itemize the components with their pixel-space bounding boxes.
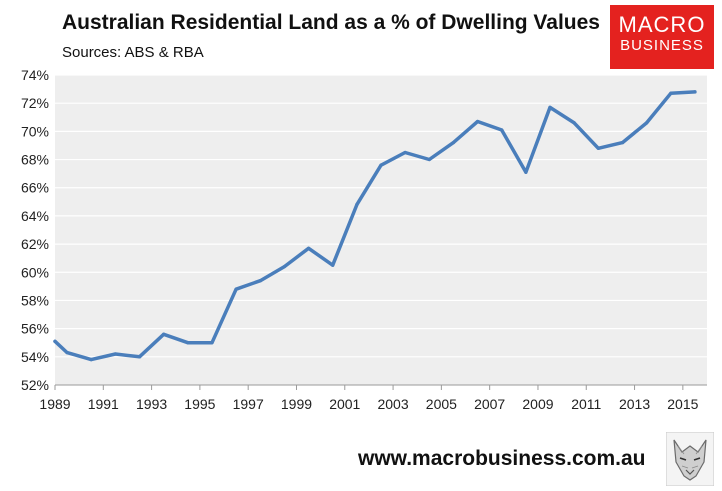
x-tick-label: 2009 <box>522 396 553 412</box>
data-point <box>137 355 142 359</box>
data-point <box>500 128 504 132</box>
data-point <box>572 121 576 125</box>
x-tick-label: 2015 <box>667 396 698 412</box>
logo-line-1: MACRO <box>618 12 706 37</box>
data-point <box>210 341 214 345</box>
data-point <box>282 265 287 269</box>
y-tick-label: 60% <box>21 264 49 280</box>
data-point <box>113 352 117 356</box>
x-tick-label: 2011 <box>571 396 601 412</box>
y-tick-label: 54% <box>21 349 49 365</box>
x-tick-label: 1989 <box>39 396 70 412</box>
data-point <box>475 119 480 124</box>
x-tick-label: 2005 <box>426 396 457 412</box>
data-point <box>596 146 600 150</box>
y-tick-label: 58% <box>21 292 49 308</box>
data-point <box>645 121 649 125</box>
data-point <box>427 157 431 162</box>
x-tick-label: 1991 <box>88 396 119 412</box>
data-point <box>162 332 166 336</box>
data-point <box>65 350 69 355</box>
data-point <box>89 358 93 362</box>
x-tick-label: 2007 <box>474 396 505 412</box>
data-point <box>524 170 528 174</box>
data-point <box>403 150 407 155</box>
data-point <box>53 339 57 343</box>
y-tick-label: 64% <box>21 208 49 224</box>
data-point <box>379 163 383 167</box>
data-point <box>234 287 238 291</box>
x-tick-label: 1995 <box>184 396 215 412</box>
plot-area <box>55 75 707 385</box>
y-tick-label: 68% <box>21 152 49 168</box>
macrobusiness-logo: MACRO BUSINESS <box>610 5 714 69</box>
x-tick-label: 2003 <box>377 396 408 412</box>
data-point <box>451 141 456 145</box>
data-point <box>693 90 697 94</box>
series-line <box>53 90 697 362</box>
data-point <box>548 105 552 110</box>
y-tick-label: 66% <box>21 180 49 196</box>
data-point <box>669 91 673 95</box>
wolf-logo-icon <box>666 432 714 486</box>
y-tick-label: 72% <box>21 95 49 111</box>
data-point <box>331 263 335 267</box>
data-point <box>258 279 262 283</box>
data-point <box>355 203 359 207</box>
logo-line-2: BUSINESS <box>620 37 704 54</box>
x-tick-label: 1997 <box>233 396 264 412</box>
data-point <box>186 341 190 345</box>
x-tick-label: 2013 <box>619 396 650 412</box>
data-point <box>620 141 625 145</box>
x-tick-label: 2001 <box>329 396 360 412</box>
footer-url: www.macrobusiness.com.au <box>358 447 646 470</box>
chart-title: Australian Residential Land as a % of Dw… <box>62 11 600 34</box>
y-tick-label: 70% <box>21 123 49 139</box>
data-point <box>306 246 311 250</box>
y-tick-label: 56% <box>21 321 49 337</box>
y-tick-label: 52% <box>21 377 49 393</box>
x-tick-label: 1993 <box>136 396 167 412</box>
y-tick-label: 74% <box>21 67 49 83</box>
x-tick-label: 1999 <box>281 396 312 412</box>
chart-subtitle: Sources: ABS & RBA <box>62 44 204 61</box>
y-tick-label: 62% <box>21 236 49 252</box>
